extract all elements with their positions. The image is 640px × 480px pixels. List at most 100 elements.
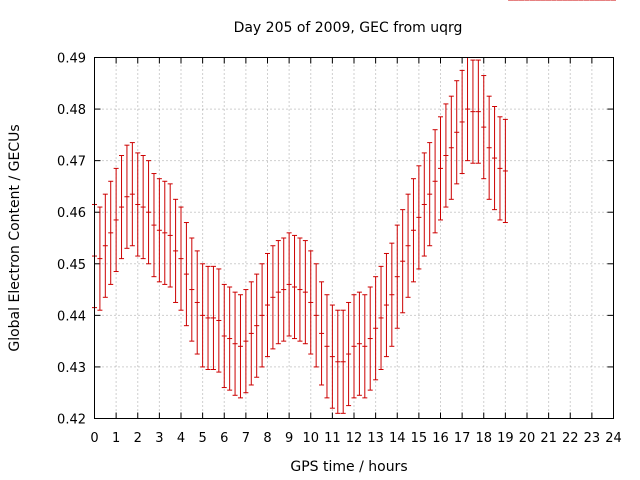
error-bar-point [200,263,206,368]
error-bar-point [340,309,346,414]
x-tick-label: 18 [475,431,492,446]
error-bar-point [140,154,146,260]
error-bar-point [448,95,454,200]
error-bar-point [308,250,314,355]
error-bar-point [313,263,319,368]
x-tick-label: 4 [177,431,185,446]
x-tick-label: 1 [112,431,120,446]
error-bar-point [227,286,233,391]
error-bar-point [486,95,492,200]
error-bar-point [259,263,265,368]
error-bar-point [432,129,438,234]
error-bar-point [502,118,508,224]
error-bar-point [275,240,281,345]
error-bar-point [156,178,162,283]
error-bar-point [108,180,114,285]
error-bar-point [438,116,443,221]
error-bar-point [346,301,352,407]
x-tick-label: 6 [220,431,228,446]
x-tick-label: 22 [562,431,579,446]
error-bar-point [113,167,119,273]
error-bar-point [292,234,298,340]
x-tick-label: 14 [389,431,406,446]
x-tick-label: 8 [263,431,271,446]
error-bar-point [421,152,427,257]
x-tick-label: 24 [605,431,622,446]
error-bar-point [356,291,362,396]
error-bar-point [362,294,368,399]
y-tick-label: 0.44 [57,309,86,324]
error-bar-point [162,180,168,285]
y-tick-label: 0.43 [57,361,86,376]
error-bar-point [270,245,276,350]
error-bar-point [221,283,227,389]
y-tick-label: 0.45 [57,258,86,273]
x-tick-label: 12 [346,431,363,446]
error-bar-point [373,276,379,381]
error-bar-point [248,281,254,386]
plot-frame [94,57,614,419]
error-bar-point [216,268,222,373]
error-bar-point [324,294,330,399]
error-bar-point [465,57,471,162]
error-bar-point [497,116,503,221]
error-bar-point [146,160,152,265]
x-axis-label: GPS time / hours [290,459,407,475]
error-bar-point [205,265,211,371]
x-tick-label: 0 [90,431,98,446]
error-bar-point [135,152,141,257]
x-tick-label: 11 [324,431,341,446]
x-tick-label: 20 [519,431,536,446]
y-tick-label: 0.48 [57,103,86,118]
y-axis-label: Global Electron Content / GECUs [7,124,23,351]
error-bar-point [194,250,200,355]
error-bar-point [383,252,389,358]
x-tick-label: 7 [242,431,250,446]
error-bar-point [129,142,135,247]
error-bar-point [443,103,449,208]
x-tick-label: 17 [454,431,471,446]
error-bar-point [97,206,103,311]
error-bar-point [367,286,373,391]
error-bar-point [378,265,384,371]
x-tick-label: 23 [584,431,601,446]
error-bar-point [351,294,357,399]
error-bar-point [319,281,325,386]
chart-title: Day 205 of 2009, GEC from uqrg [234,20,463,36]
x-tick-label: 5 [198,431,206,446]
error-bar-point [475,59,481,164]
error-bar-point [427,142,433,247]
error-bar-point [405,193,411,298]
error-bar-point [281,237,287,342]
error-bar-point [389,242,395,347]
error-bar-point [454,80,460,185]
error-bar-point [416,165,422,270]
y-tick-label: 0.47 [57,155,86,170]
error-bar-point [178,206,184,311]
y-tick-label: 0.46 [57,206,86,221]
error-bar-point [481,75,487,180]
x-tick-label: 2 [134,431,142,446]
error-bar-point [102,193,108,298]
error-bar-point [232,291,238,396]
x-tick-label: 16 [432,431,449,446]
error-bar-point [459,69,465,175]
x-tick-label: 15 [411,431,428,446]
x-tick-label: 3 [155,431,163,446]
x-tick-label: 19 [497,431,514,446]
error-bar-point [167,183,173,288]
error-bar-point [173,198,179,303]
error-bar-point [243,289,249,394]
error-bar-point [410,178,416,283]
y-tick-label: 0.49 [57,52,86,67]
x-tick-label: 21 [540,431,557,446]
x-axis: 0 1 2 3 4 5 6 7 8 9 10 11 12 13 14 15 16 17 18 19 20 21 22 23 24 [90,57,622,446]
error-bar-point [335,309,341,414]
error-bar-point [183,222,189,327]
error-bar-point [329,304,335,409]
error-bar-point [119,154,125,260]
x-tick-label: 13 [367,431,384,446]
error-bar-point [265,252,270,358]
error-bar-point [297,237,303,342]
x-tick-label: 9 [285,431,293,446]
